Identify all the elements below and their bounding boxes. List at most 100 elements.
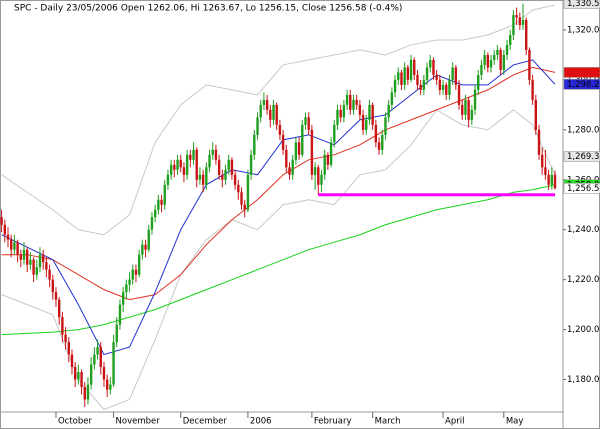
candle-body [438, 79, 442, 90]
candle-body [425, 67, 429, 80]
candle-body [192, 149, 195, 160]
candle-body [208, 154, 211, 168]
candle-body [429, 59, 432, 68]
candle-body [99, 347, 102, 368]
candle-body [435, 74, 438, 80]
candle-body [134, 269, 138, 275]
candle-body [320, 174, 323, 185]
candle-body [153, 209, 157, 218]
price-marker-label: 1,269.35 [567, 152, 600, 162]
candle-body [285, 149, 288, 168]
candle-body [166, 174, 170, 185]
candle-body [541, 154, 544, 168]
candle-body [64, 334, 67, 343]
candle-body [326, 154, 330, 165]
candle-body [342, 104, 346, 118]
candle-body [486, 54, 490, 68]
candle-body [182, 167, 186, 175]
candle-body [221, 174, 224, 180]
x-tick-label: March [375, 417, 401, 427]
x-tick-label: 2006 [250, 417, 272, 427]
candle-body [198, 174, 202, 180]
candle-body [144, 244, 147, 250]
candle-body [445, 84, 448, 95]
candle-body [269, 109, 272, 120]
candle-body [115, 324, 118, 343]
candle-body [550, 174, 554, 185]
candle-body [371, 104, 374, 125]
candle-body [35, 267, 38, 275]
candle-body [409, 59, 413, 80]
candle-body [240, 192, 243, 205]
candle-body [477, 74, 480, 90]
candle-body [301, 124, 304, 155]
candle-body [496, 49, 499, 55]
candle-body [29, 259, 32, 265]
candle-body [73, 367, 77, 380]
price-marker-label: 1,330.56 [567, 0, 600, 9]
candle-body [272, 104, 275, 120]
candle-body [294, 142, 298, 160]
candle-body [224, 169, 227, 180]
candle-body [32, 259, 35, 275]
candle-body [361, 114, 365, 130]
candle-body [217, 159, 221, 175]
candle-body [291, 159, 294, 175]
y-tick-label: 1,220.00 [567, 275, 600, 285]
candle-body [502, 54, 506, 70]
candle-body [253, 134, 256, 155]
candle-body [406, 67, 410, 80]
y-tick-label: 1,240.00 [567, 225, 600, 235]
price-marker-label: 1,256.58 [567, 184, 600, 194]
candle-body [173, 164, 176, 170]
candle-body [243, 204, 246, 210]
candle-body [246, 174, 250, 210]
price-marker-label: 1,298.22 [567, 80, 600, 90]
candle-body [163, 184, 166, 205]
candle-body [265, 99, 269, 110]
candle-body [137, 254, 141, 275]
candle-body [393, 79, 397, 93]
candle-body [105, 379, 109, 390]
candle-body [45, 262, 48, 270]
candle-body [454, 67, 458, 85]
candle-body [470, 109, 474, 120]
candle-body [227, 159, 230, 170]
y-tick-label: 1,180.00 [567, 375, 600, 385]
candle-body [515, 14, 518, 18]
candle-body [160, 199, 163, 205]
candle-body [150, 217, 154, 230]
candle-body [214, 149, 218, 160]
candle-body [349, 94, 352, 110]
candle-body [176, 159, 179, 170]
candle-body [377, 142, 381, 150]
x-tick-label: April [445, 417, 464, 427]
candle-body [480, 64, 483, 75]
candle-body [96, 347, 99, 355]
candle-body [102, 367, 106, 380]
candle-body [544, 167, 547, 175]
candle-body [397, 72, 400, 80]
price-marker [563, 151, 600, 162]
candle-body [537, 129, 541, 155]
candle-body [336, 109, 339, 125]
candle-body [467, 99, 470, 120]
candle-body [179, 159, 182, 168]
candle-body [358, 104, 362, 115]
candle-body [464, 99, 467, 115]
candle-body [451, 67, 454, 80]
candle-body [297, 142, 301, 155]
candle-body [390, 92, 394, 105]
candle-body [368, 104, 371, 120]
candle-body [483, 54, 486, 65]
candle-body [333, 124, 336, 143]
price-marker [563, 67, 600, 78]
candle-body [233, 174, 237, 185]
candle-body [195, 149, 198, 180]
candle-body [9, 239, 13, 250]
candle-body [121, 292, 125, 305]
candle-body [534, 99, 538, 130]
candle-body [77, 372, 80, 380]
